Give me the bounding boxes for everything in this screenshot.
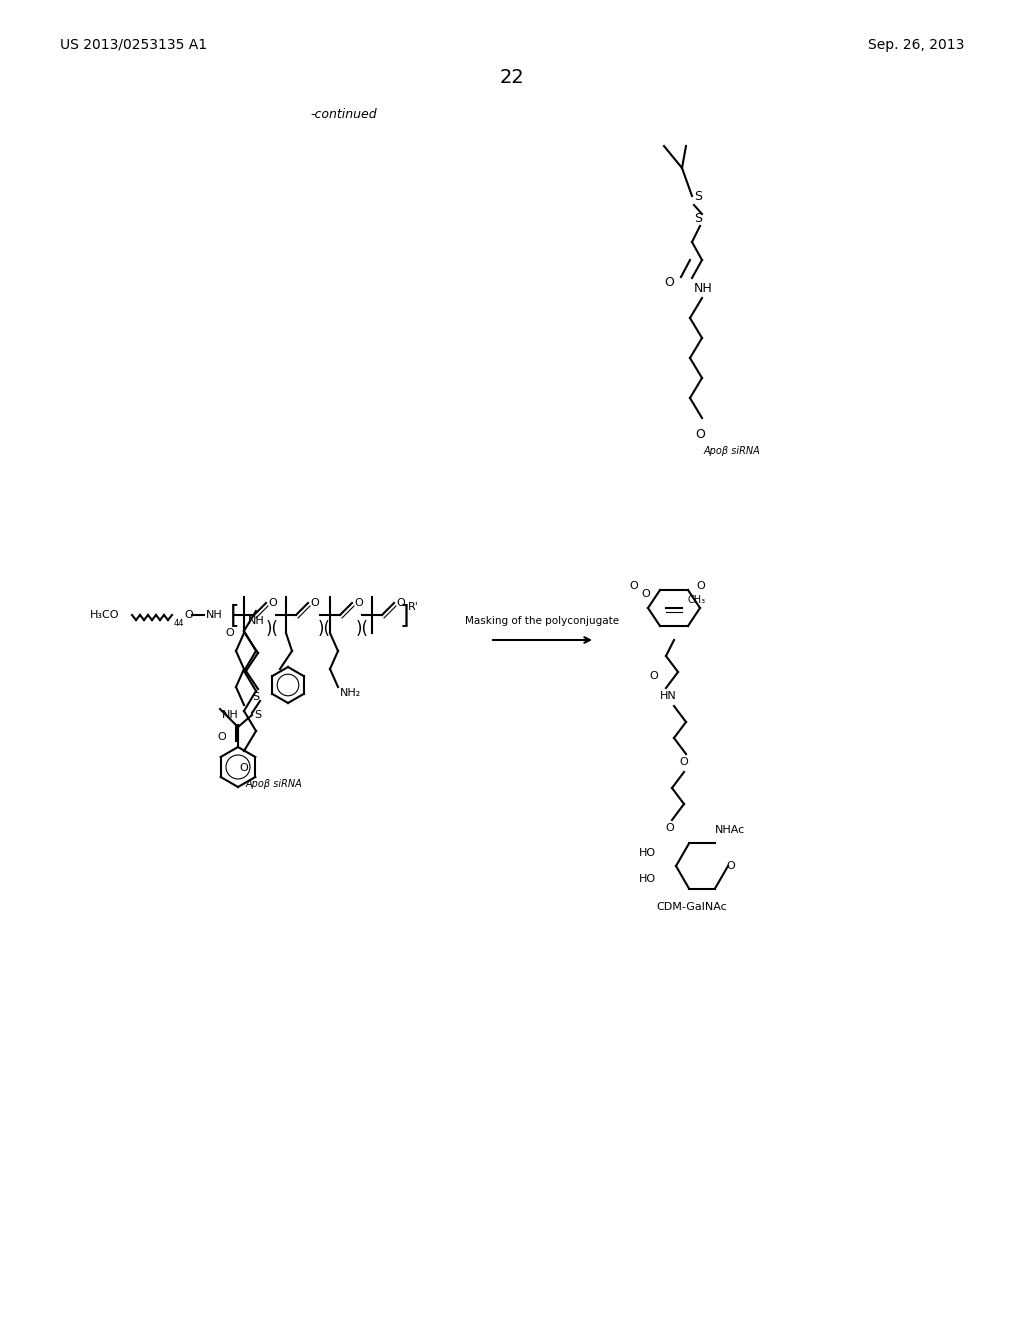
Text: NH: NH xyxy=(248,616,265,626)
Text: S: S xyxy=(694,211,702,224)
Text: US 2013/0253135 A1: US 2013/0253135 A1 xyxy=(60,38,207,51)
Text: O: O xyxy=(696,581,705,591)
Text: O: O xyxy=(680,756,688,767)
Text: NH: NH xyxy=(206,610,223,620)
Text: HO: HO xyxy=(639,847,656,858)
Text: H₃CO: H₃CO xyxy=(90,610,120,620)
Text: )(: )( xyxy=(356,620,369,638)
Text: 22: 22 xyxy=(500,69,524,87)
Text: Apoβ siRNA: Apoβ siRNA xyxy=(705,446,761,455)
Text: S: S xyxy=(694,190,702,202)
Text: CH₃: CH₃ xyxy=(688,595,707,605)
Text: O: O xyxy=(268,598,276,609)
Text: Apoβ siRNA: Apoβ siRNA xyxy=(246,779,303,789)
Text: O: O xyxy=(217,733,226,742)
Text: O: O xyxy=(184,610,193,620)
Text: S: S xyxy=(252,692,259,702)
Text: CDM-GalNAc: CDM-GalNAc xyxy=(656,902,727,912)
Text: S: S xyxy=(254,710,261,719)
Text: O: O xyxy=(726,861,735,871)
Text: NH: NH xyxy=(222,710,239,719)
Text: O: O xyxy=(225,628,234,638)
Text: O: O xyxy=(649,671,658,681)
Text: NH: NH xyxy=(694,281,713,294)
Text: HO: HO xyxy=(639,874,656,884)
Text: O: O xyxy=(630,581,638,591)
Text: HN: HN xyxy=(659,690,677,701)
Text: O: O xyxy=(240,763,249,774)
Text: O: O xyxy=(354,598,362,609)
Text: ]: ] xyxy=(400,603,410,627)
Text: O: O xyxy=(665,276,674,289)
Text: O: O xyxy=(641,589,650,599)
Text: O: O xyxy=(396,598,404,609)
Text: -continued: -continued xyxy=(310,108,377,121)
Text: R': R' xyxy=(408,602,419,612)
Text: 44: 44 xyxy=(174,619,184,628)
Text: )(: )( xyxy=(318,620,331,638)
Text: O: O xyxy=(666,822,675,833)
Text: [: [ xyxy=(230,603,240,627)
Text: O: O xyxy=(310,598,318,609)
Text: O: O xyxy=(695,428,705,441)
Text: Masking of the polyconjugate: Masking of the polyconjugate xyxy=(465,616,620,626)
Text: NH₂: NH₂ xyxy=(340,688,361,698)
Text: )(: )( xyxy=(266,620,279,638)
Text: Sep. 26, 2013: Sep. 26, 2013 xyxy=(867,38,964,51)
Text: NHAc: NHAc xyxy=(715,825,745,836)
